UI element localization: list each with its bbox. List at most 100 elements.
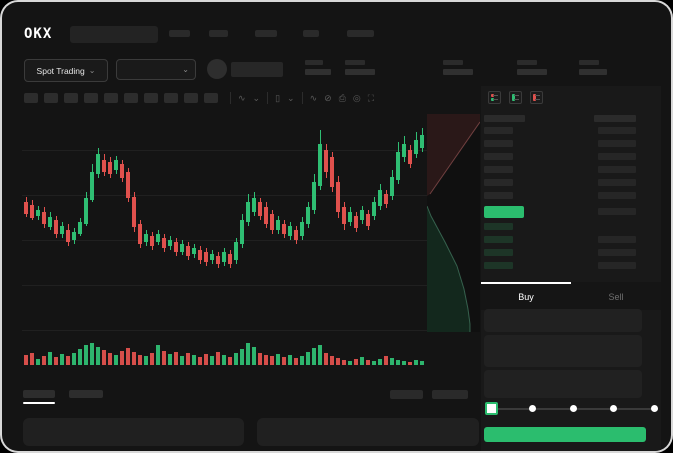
pair-selector-dropdown[interactable]: ⌄ <box>116 59 196 80</box>
indicator-icon[interactable]: ∿ <box>309 92 318 103</box>
timeframe-button[interactable] <box>84 93 98 103</box>
bottom-tab[interactable] <box>69 390 103 398</box>
timeframe-button[interactable] <box>104 93 118 103</box>
bid-row-price[interactable] <box>484 262 513 269</box>
timeframe-button[interactable] <box>144 93 158 103</box>
chart-tool-icons: ∿ ⌄ ▯ ⌄ ∿ ⊘ ⎙ ◎ ⛶ <box>230 90 374 106</box>
depth-asks-area <box>427 114 480 196</box>
bid-row-price[interactable] <box>484 249 513 256</box>
timeframe-button[interactable] <box>184 93 198 103</box>
slider-handle[interactable] <box>485 402 498 415</box>
orderbook-asks-icon[interactable] <box>530 91 543 104</box>
chevron-down-icon: ⌄ <box>182 64 189 74</box>
timeframe-buttons <box>24 93 218 103</box>
bid-row-amount[interactable] <box>598 236 636 243</box>
depth-bids-area <box>427 206 470 332</box>
settings-icon[interactable]: ◎ <box>352 92 361 103</box>
candlestick-chart <box>22 128 428 365</box>
orderbook-bids-icon[interactable] <box>509 91 522 104</box>
fullscreen-icon[interactable]: ⛶ <box>367 92 375 103</box>
bid-row-amount[interactable] <box>598 262 636 269</box>
ask-row-price[interactable] <box>484 179 513 186</box>
stat-value-placeholder <box>443 69 473 75</box>
buy-submit-button[interactable] <box>484 427 646 442</box>
nav-item-placeholder[interactable] <box>169 30 190 37</box>
ask-row-price[interactable] <box>484 153 513 160</box>
tab-sell[interactable]: Sell <box>608 292 624 302</box>
order-form-input[interactable] <box>484 309 642 332</box>
ask-row-amount[interactable] <box>598 192 636 199</box>
trade-panel: Buy Sell <box>481 86 661 451</box>
orders-table-placeholder <box>23 418 244 446</box>
stat-label-placeholder <box>579 60 599 65</box>
order-form-input[interactable] <box>484 370 642 398</box>
candle-type-icon[interactable]: ▯ <box>275 92 281 103</box>
ticker-stat-group <box>345 60 375 75</box>
line-tool-icon[interactable]: ∿ <box>238 92 246 103</box>
search-input[interactable] <box>70 26 158 43</box>
ask-row-amount[interactable] <box>598 153 636 160</box>
ask-row-amount[interactable] <box>598 127 636 134</box>
stat-label-placeholder <box>345 60 365 65</box>
stat-value-placeholder <box>517 69 547 75</box>
chevron-down-icon[interactable]: ⌄ <box>252 92 261 103</box>
ask-row-price[interactable] <box>484 192 513 199</box>
coin-logo <box>207 59 227 79</box>
orderbook-header-placeholder[interactable] <box>484 115 525 122</box>
okx-logo[interactable]: OKX <box>24 26 53 42</box>
top-nav <box>169 30 374 37</box>
timeframe-button[interactable] <box>124 93 138 103</box>
ticker-stat-group <box>305 60 331 75</box>
timeframe-button[interactable] <box>204 93 218 103</box>
bid-row-amount[interactable] <box>598 249 636 256</box>
timeframe-button[interactable] <box>24 93 38 103</box>
chevron-down-icon[interactable]: ⌄ <box>287 92 295 103</box>
market-type-dropdown[interactable]: Spot Trading ⌄ <box>24 59 108 82</box>
slider-stop[interactable] <box>610 405 617 412</box>
ask-row-price[interactable] <box>484 166 513 173</box>
divider <box>301 92 303 104</box>
orders-table-placeholder <box>257 418 479 446</box>
timeframe-button[interactable] <box>164 93 178 103</box>
last-price-amount[interactable] <box>598 208 636 215</box>
chevron-down-icon: ⌄ <box>88 65 96 75</box>
depth-chart <box>427 114 480 332</box>
ask-row-price[interactable] <box>484 140 513 147</box>
compare-icon[interactable]: ⊘ <box>324 92 332 103</box>
nav-item-placeholder[interactable] <box>255 30 277 37</box>
last-price-indicator[interactable] <box>484 206 524 218</box>
ask-row-amount[interactable] <box>598 166 636 173</box>
nav-item-placeholder[interactable] <box>347 30 374 37</box>
orderbook-both-icon[interactable] <box>488 91 501 104</box>
timeframe-button[interactable] <box>64 93 78 103</box>
slider-stop[interactable] <box>570 405 577 412</box>
bottom-action-button[interactable] <box>390 390 423 399</box>
bid-row-price[interactable] <box>484 223 513 230</box>
divider <box>267 92 269 104</box>
slider-stop[interactable] <box>651 405 658 412</box>
camera-icon[interactable]: ⎙ <box>338 92 346 103</box>
ticker-stat-group <box>443 60 473 75</box>
amount-slider[interactable] <box>485 402 658 415</box>
order-form-input[interactable] <box>484 335 642 367</box>
ask-row-amount[interactable] <box>598 140 636 147</box>
nav-item-placeholder[interactable] <box>303 30 319 37</box>
last-price-placeholder <box>231 62 283 77</box>
stat-value-placeholder <box>305 69 331 75</box>
bid-row-price[interactable] <box>484 236 513 243</box>
slider-stop[interactable] <box>529 405 536 412</box>
stat-label-placeholder <box>305 60 323 65</box>
stat-label-placeholder <box>517 60 537 65</box>
divider <box>230 92 231 104</box>
tab-buy[interactable]: Buy <box>481 282 571 310</box>
bottom-tab[interactable] <box>23 390 55 398</box>
nav-item-placeholder[interactable] <box>209 30 228 37</box>
timeframe-button[interactable] <box>44 93 58 103</box>
ask-row-price[interactable] <box>484 127 513 134</box>
orderbook-header-placeholder[interactable] <box>594 115 636 122</box>
ask-row-amount[interactable] <box>598 179 636 186</box>
bottom-action-button[interactable] <box>432 390 468 399</box>
stat-value-placeholder <box>579 69 607 75</box>
